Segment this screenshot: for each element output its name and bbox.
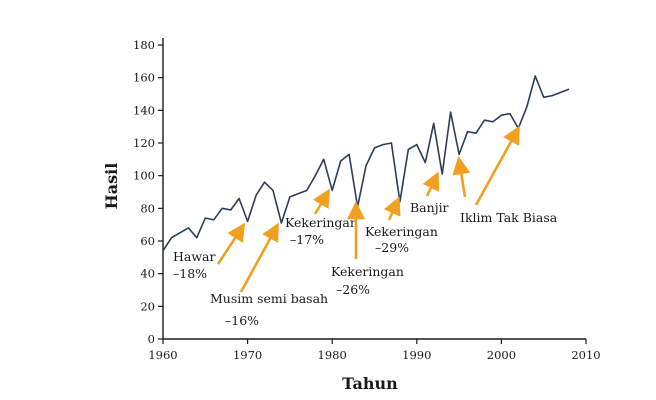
annotation-percent: –17% (290, 232, 324, 247)
annotation-arrow (239, 222, 279, 293)
y-tick-label: 60 (140, 234, 155, 248)
x-tick-label: 1990 (402, 348, 431, 362)
annotation-iklim-tak-biasa: Iklim Tak Biasa (452, 125, 558, 225)
y-tick-label: 160 (133, 71, 155, 85)
x-tick-label: 1960 (148, 348, 177, 362)
y-tick-label: 20 (140, 299, 155, 313)
annotation-label: Banjir (410, 200, 449, 215)
annotation-label: Musim semi basah (210, 291, 328, 306)
annotation-label: Iklim Tak Biasa (460, 210, 558, 225)
series-line-hasil (162, 75, 570, 252)
x-axis-title: Tahun (342, 374, 398, 393)
y-axis-title: Hasil (102, 163, 121, 210)
annotation-arrow (383, 196, 401, 221)
annotation-arrow (312, 188, 330, 215)
annotation-banjir: Banjir (410, 171, 449, 215)
annotation-percent: –18% (173, 266, 207, 281)
y-tick-label: 0 (148, 332, 155, 346)
annotation-musim-semi-basah: Musim semi basah –16% (210, 222, 328, 328)
annotation-percent: –16% (225, 313, 259, 328)
annotation-arrow (216, 222, 246, 265)
y-tick-label: 100 (133, 169, 155, 183)
annotation-kekeringan-1980: Kekeringan –17% (285, 188, 358, 247)
y-tick-label: 40 (140, 267, 155, 281)
annotation-hawar: Hawar –18% (173, 222, 246, 281)
annotation-kekeringan-1988: Kekeringan–29% (365, 196, 438, 255)
x-tick-label: 1980 (318, 348, 347, 362)
annotation-arrow (452, 156, 471, 198)
x-tick-label: 1970 (233, 348, 262, 362)
x-tick-label: 2010 (571, 348, 600, 362)
annotation-label: Kekeringan (285, 215, 358, 230)
y-tick-label: 140 (133, 103, 155, 117)
axes (162, 38, 586, 340)
y-tick-label: 180 (133, 38, 155, 52)
annotation-kekeringan-1983: Kekeringan –26% (331, 201, 404, 297)
annotation-arrow (474, 125, 520, 206)
x-tick-label: 2000 (487, 348, 516, 362)
annotation-label: Kekeringan (365, 224, 438, 239)
y-tick-label: 120 (133, 136, 155, 150)
x-ticks: 1960 1970 1980 1990 2000 2010 (148, 339, 601, 362)
annotation-arrow (422, 171, 440, 197)
annotation-layer: Hawar–18%Musim semi basah–16%Kekeringan–… (173, 125, 558, 328)
annotation-label: Hawar (173, 249, 216, 264)
series-layer (162, 75, 570, 252)
y-ticks: 0 20 40 60 80 100 120 140 160 180 (133, 38, 163, 346)
y-tick-label: 80 (140, 201, 155, 215)
annotation-percent: –29% (375, 240, 409, 255)
annotation-percent: –26% (336, 282, 370, 297)
annotation-label: Kekeringan (331, 264, 404, 279)
